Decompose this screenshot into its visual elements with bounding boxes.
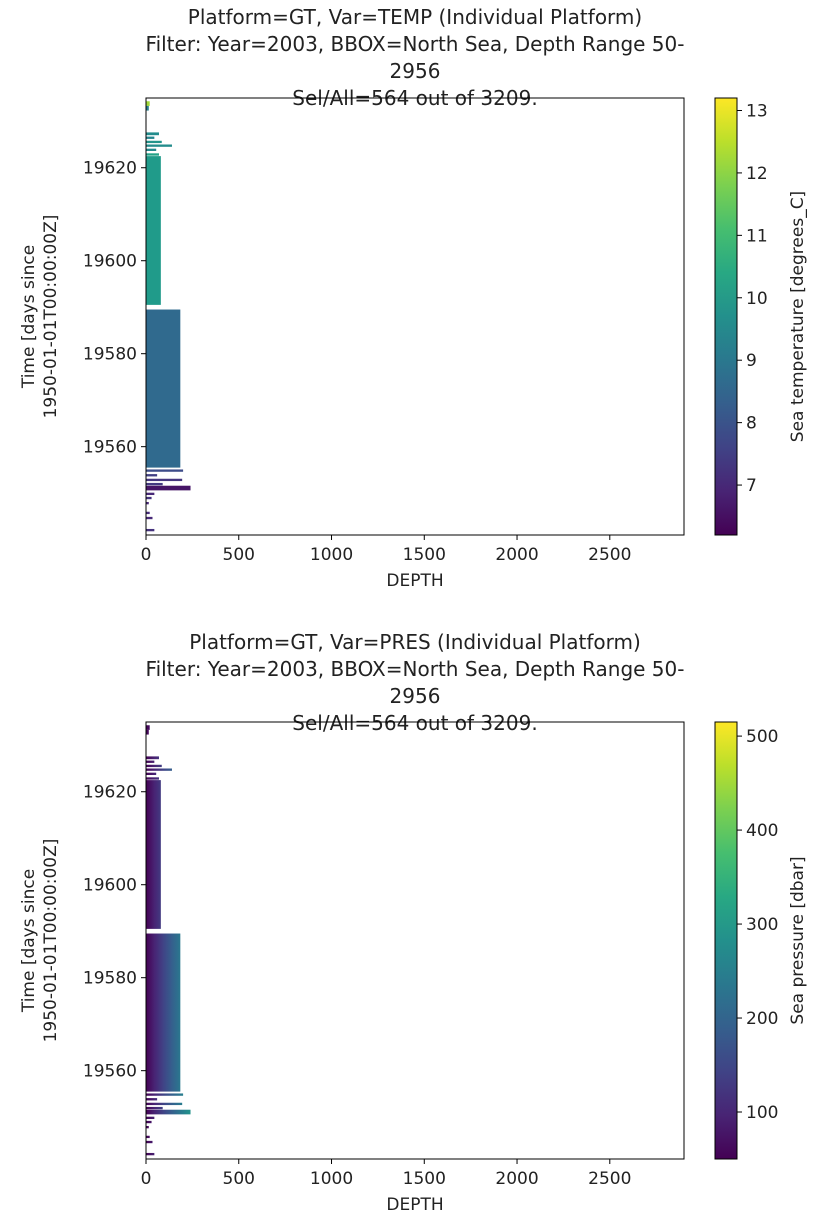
colorbar-tick-label: 7 <box>746 476 757 496</box>
profile-bar <box>146 482 163 486</box>
x-tick-label: 2000 <box>495 1169 538 1189</box>
profile-bar <box>146 1098 158 1101</box>
chart-title-line-1: Platform=GT, Var=PRES (Individual Platfo… <box>189 630 641 654</box>
x-tick-label: 2000 <box>495 545 538 565</box>
colorbar <box>714 97 738 536</box>
y-tick-label: 19620 <box>83 159 137 179</box>
x-axis-label: DEPTH <box>386 571 443 591</box>
profile-bar <box>146 478 183 482</box>
x-tick-label: 2500 <box>588 545 631 565</box>
x-tick-label: 1500 <box>403 545 446 565</box>
chart-title: Platform=GT, Var=PRES (Individual Platfo… <box>145 629 685 737</box>
x-tick-label: 0 <box>141 1169 152 1189</box>
profile-bar <box>146 136 155 139</box>
profile-bar <box>146 780 161 929</box>
profile-bar <box>146 1102 183 1106</box>
colorbar-tick-label: 12 <box>746 164 768 184</box>
chart-title-line-2: Filter: Year=2003, BBOX=North Sea, Depth… <box>145 32 685 83</box>
y-axis-label: Time [days since 1950-01-01T00:00:00Z] <box>19 839 61 1043</box>
profile-bar <box>146 725 150 730</box>
temperature-chart-panel: Platform=GT, Var=TEMP (Individual Platfo… <box>19 4 808 591</box>
x-tick-label: 1000 <box>310 1169 353 1189</box>
pressure-chart-panel: Platform=GT, Var=PRES (Individual Platfo… <box>0 615 836 1230</box>
profile-bar <box>146 772 157 775</box>
profile-bar <box>146 760 155 763</box>
profile-bar <box>146 1109 191 1115</box>
colorbar-tick-label: 8 <box>746 414 757 434</box>
plot-frame <box>145 721 685 1160</box>
profile-bar <box>146 156 161 305</box>
profile-bar <box>146 1135 150 1139</box>
y-tick-label: 19560 <box>83 1062 137 1082</box>
colorbar-tick-label: 11 <box>746 226 768 246</box>
profile-bar <box>146 501 149 505</box>
profile-bar <box>146 1116 155 1120</box>
colorbar-tick-label: 500 <box>746 727 778 747</box>
profile-bar <box>146 1140 153 1144</box>
profile-bar <box>146 144 172 147</box>
profile-bar <box>146 309 181 468</box>
y-tick-label: 19580 <box>83 969 137 989</box>
profile-bar <box>146 474 158 477</box>
colorbar-tick-label: 100 <box>746 1103 778 1123</box>
profile-bar <box>146 511 150 515</box>
y-tick-label: 19580 <box>83 345 137 365</box>
profile-bar <box>146 1125 149 1129</box>
plot-frame <box>145 97 685 536</box>
x-tick-label: 0 <box>141 545 152 565</box>
profile-bar <box>146 768 172 771</box>
colorbar-tick-label: 400 <box>746 821 778 841</box>
x-axis-label: DEPTH <box>386 1195 443 1215</box>
y-axis-label: Time [days since 1950-01-01T00:00:00Z] <box>19 215 61 419</box>
colorbar-tick-label: 200 <box>746 1009 778 1029</box>
profile-bar <box>146 1093 184 1096</box>
profile-bar <box>146 140 162 144</box>
temperature-heatmap: 0 500 1000 1500 2000 2500 DEPTH 19560 19580 19600… <box>19 97 808 591</box>
profile-bar <box>146 777 159 780</box>
profile-bar <box>146 469 184 472</box>
x-tick-label: 500 <box>223 545 255 565</box>
colorbar-tick-label: 13 <box>746 101 768 121</box>
y-tick-label: 19600 <box>83 252 137 272</box>
colorbar <box>714 721 738 1160</box>
y-tick-label: 19560 <box>83 438 137 458</box>
chart-title-line-3: Sel/All=564 out of 3209. <box>292 711 538 735</box>
chart-title: Platform=GT, Var=TEMP (Individual Platfo… <box>145 4 685 112</box>
profile-bar <box>146 1120 152 1124</box>
colorbar-tick-label: 10 <box>746 289 768 309</box>
pressure-heatmap: 0 500 1000 1500 2000 2500 DEPTH 19560 19580 19600… <box>19 721 808 1215</box>
profile-bar <box>146 764 162 768</box>
profile-bar <box>146 1106 163 1110</box>
x-tick-label: 2500 <box>588 1169 631 1189</box>
x-tick-label: 1000 <box>310 545 353 565</box>
profile-bar <box>146 101 150 106</box>
chart-title-line-2: Filter: Year=2003, BBOX=North Sea, Depth… <box>145 657 685 708</box>
profile-bar <box>146 492 155 496</box>
profile-bar <box>146 132 159 136</box>
colorbar-label: Sea pressure [dbar] <box>788 856 808 1024</box>
chart-title-line-1: Platform=GT, Var=TEMP (Individual Platfo… <box>187 5 643 29</box>
profile-bar <box>146 528 155 532</box>
profile-bar <box>146 1152 155 1156</box>
x-tick-label: 1500 <box>403 1169 446 1189</box>
profile-bar <box>146 933 181 1092</box>
profile-bar <box>146 105 149 111</box>
colorbar-label: Sea temperature [degrees_C] <box>788 191 808 442</box>
x-tick-label: 500 <box>223 1169 255 1189</box>
profile-bar <box>146 153 159 156</box>
profile-bar <box>146 496 152 500</box>
y-tick-label: 19620 <box>83 783 137 803</box>
profile-bar <box>146 485 191 491</box>
y-tick-label: 19600 <box>83 876 137 896</box>
profile-bar <box>146 148 157 151</box>
profile-bar <box>146 756 159 760</box>
profile-bar <box>146 729 149 735</box>
colorbar-tick-label: 300 <box>746 915 778 935</box>
colorbar-tick-label: 9 <box>746 351 757 371</box>
profile-bar <box>146 516 153 520</box>
